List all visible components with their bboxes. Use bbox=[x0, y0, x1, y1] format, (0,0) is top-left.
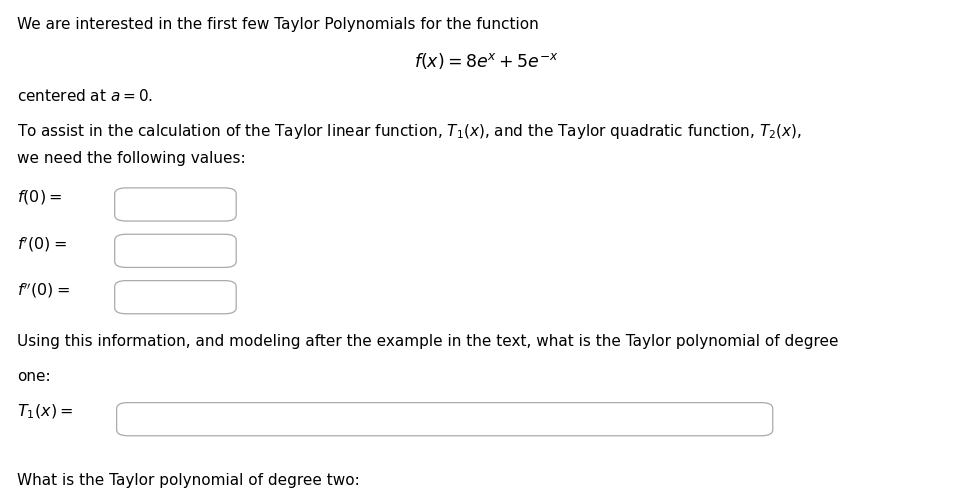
Text: we need the following values:: we need the following values: bbox=[17, 151, 246, 166]
Text: To assist in the calculation of the Taylor linear function, $T_1(x)$, and the Ta: To assist in the calculation of the Tayl… bbox=[17, 122, 803, 141]
FancyBboxPatch shape bbox=[115, 234, 236, 267]
Text: We are interested in the first few Taylor Polynomials for the function: We are interested in the first few Taylo… bbox=[17, 17, 539, 32]
Text: $f'(0) =$: $f'(0) =$ bbox=[17, 234, 67, 254]
Text: one:: one: bbox=[17, 369, 52, 385]
Text: centered at $a = 0$.: centered at $a = 0$. bbox=[17, 88, 154, 104]
Text: $f(0) =$: $f(0) =$ bbox=[17, 188, 62, 206]
Text: $f(x) = 8e^{x} + 5e^{-x}$: $f(x) = 8e^{x} + 5e^{-x}$ bbox=[413, 51, 559, 71]
FancyBboxPatch shape bbox=[115, 281, 236, 314]
Text: Using this information, and modeling after the example in the text, what is the : Using this information, and modeling aft… bbox=[17, 334, 839, 349]
Text: $f''(0) =$: $f''(0) =$ bbox=[17, 281, 70, 300]
Text: What is the Taylor polynomial of degree two:: What is the Taylor polynomial of degree … bbox=[17, 473, 361, 488]
FancyBboxPatch shape bbox=[115, 188, 236, 221]
FancyBboxPatch shape bbox=[117, 403, 773, 436]
Text: $T_1(x) =$: $T_1(x) =$ bbox=[17, 403, 74, 421]
